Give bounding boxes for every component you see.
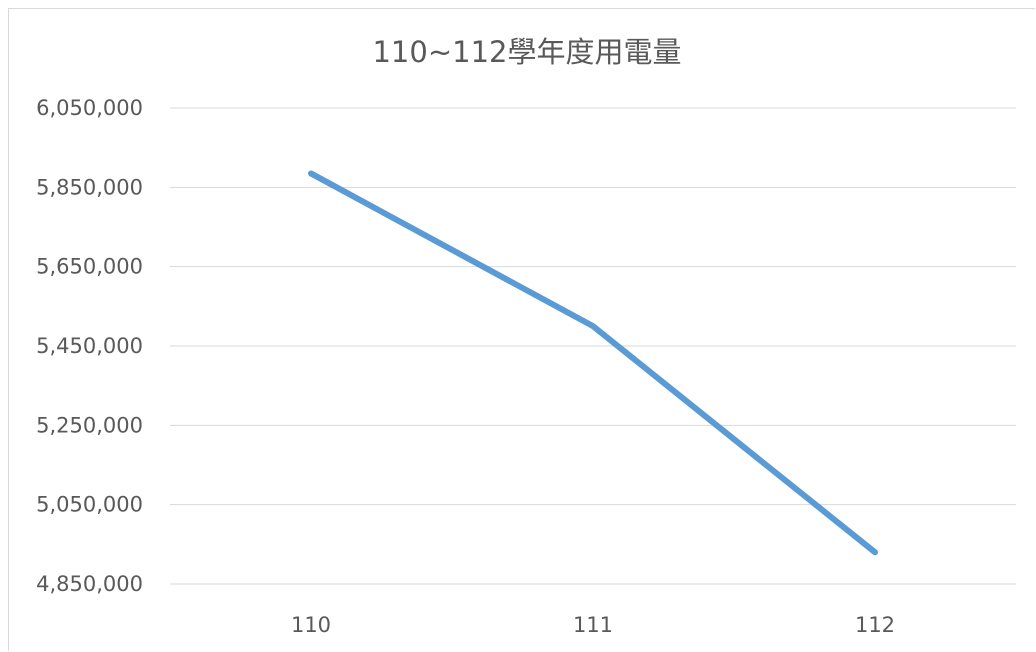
- chart-title: 110~112學年度用電量: [372, 35, 681, 69]
- y-axis-tick-labels: 4,850,000 5,050,000 5,250,000 5,450,000 5,65…: [36, 96, 143, 596]
- y-tick-label: 5,250,000: [36, 413, 143, 437]
- x-axis-tick-labels: 110 111 112: [291, 613, 895, 637]
- series-layer: [308, 170, 878, 556]
- y-tick-label: 5,850,000: [36, 175, 143, 199]
- y-tick-label: 5,450,000: [36, 334, 143, 358]
- x-tick-label: 112: [855, 613, 895, 637]
- y-tick-label: 4,850,000: [36, 572, 143, 596]
- y-tick-label: 5,650,000: [36, 255, 143, 279]
- gridlines: [170, 107, 1016, 585]
- series-line: [308, 170, 878, 556]
- y-tick-label: 6,050,000: [36, 96, 143, 120]
- y-tick-label: 5,050,000: [36, 493, 143, 517]
- x-tick-label: 110: [291, 613, 331, 637]
- x-tick-label: 111: [573, 613, 613, 637]
